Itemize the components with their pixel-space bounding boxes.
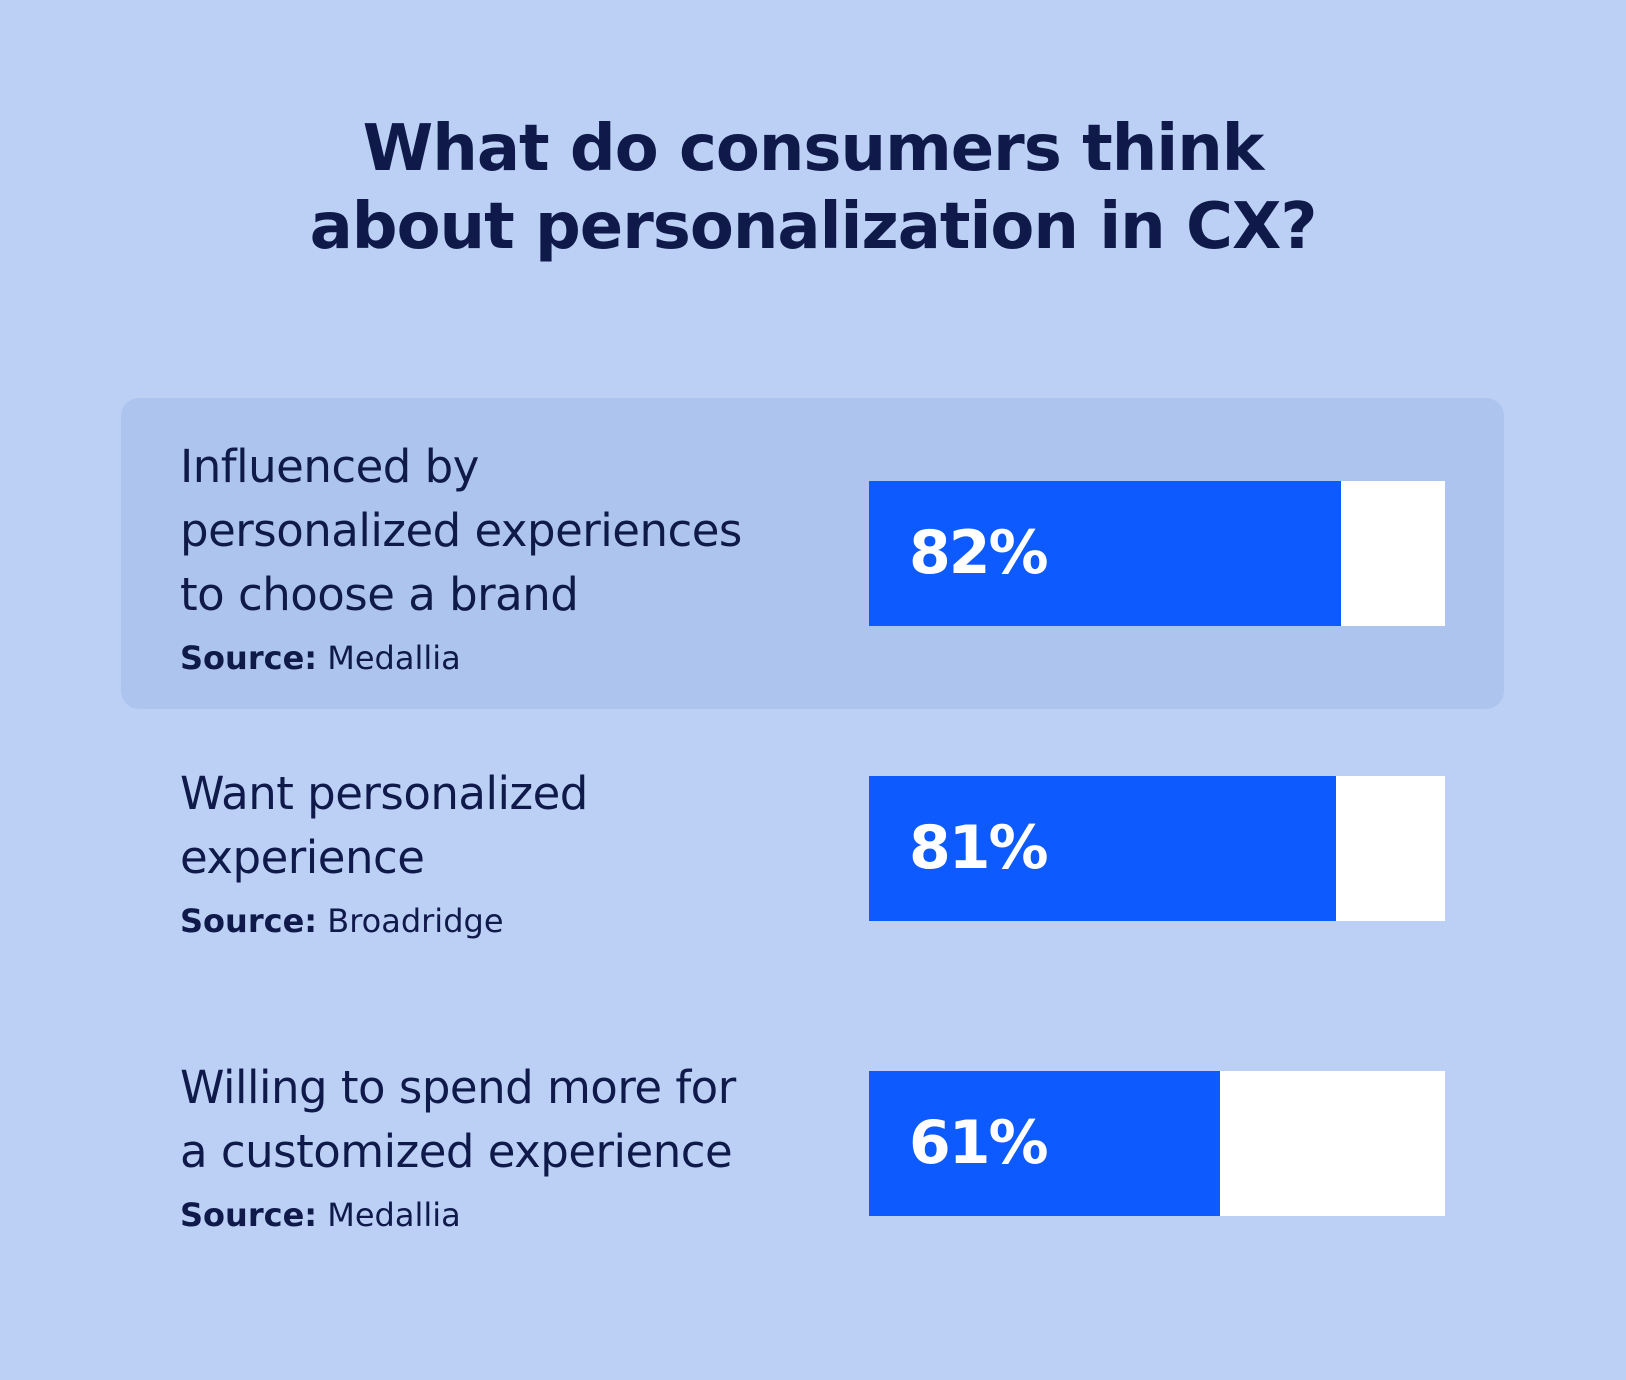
source-label: Source: [180, 902, 318, 940]
source-label: Source: [180, 639, 318, 677]
bar [869, 481, 1342, 626]
bar [869, 776, 1336, 921]
category-label: Influenced by personalized experiences t… [180, 440, 742, 621]
source: Source: Medallia [180, 1197, 461, 1233]
source: Source: Broadridge [180, 903, 504, 939]
value-label: 82% [909, 518, 1049, 588]
source-name: Medallia [327, 639, 461, 677]
source-label: Source: [180, 1196, 318, 1234]
bar-track: 61% [869, 1071, 1445, 1216]
value-label: 81% [909, 813, 1049, 883]
category-label: Willing to spend more for a customized e… [180, 1061, 736, 1178]
bar-track: 82% [869, 481, 1445, 626]
category-label: Want personalized experience [180, 767, 588, 884]
source-name: Medallia [327, 1196, 461, 1234]
source-name: Broadridge [327, 902, 504, 940]
bar [869, 1071, 1221, 1216]
chart-title: What do consumers think about personaliz… [309, 112, 1318, 264]
value-label: 61% [909, 1108, 1049, 1178]
bar-track: 81% [869, 776, 1445, 921]
source: Source: Medallia [180, 640, 461, 676]
